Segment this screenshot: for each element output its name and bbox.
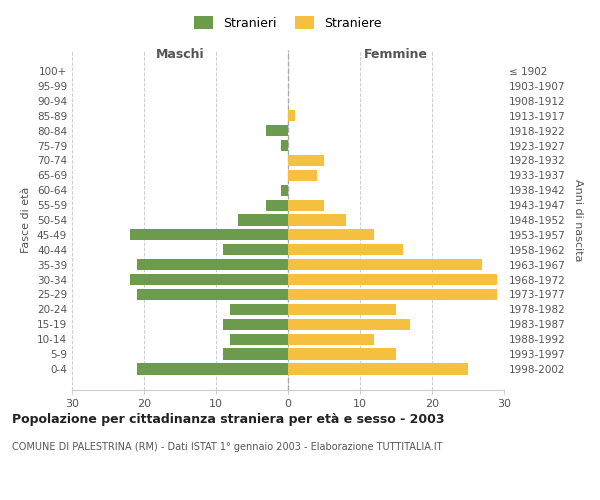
Bar	[288, 230, 374, 240]
Bar	[137, 364, 288, 374]
Bar	[281, 184, 288, 196]
Bar	[288, 170, 317, 181]
Bar	[266, 200, 288, 210]
Bar	[288, 334, 374, 345]
Bar	[137, 259, 288, 270]
Bar	[288, 200, 324, 210]
Bar	[288, 289, 497, 300]
Text: Maschi: Maschi	[155, 48, 205, 60]
Bar	[130, 230, 288, 240]
Text: Popolazione per cittadinanza straniera per età e sesso - 2003: Popolazione per cittadinanza straniera p…	[12, 412, 445, 426]
Bar	[238, 214, 288, 226]
Bar	[288, 259, 482, 270]
Bar	[288, 318, 410, 330]
Bar	[288, 155, 324, 166]
Bar	[223, 348, 288, 360]
Bar	[288, 214, 346, 226]
Bar	[288, 110, 295, 122]
Text: COMUNE DI PALESTRINA (RM) - Dati ISTAT 1° gennaio 2003 - Elaborazione TUTTITALIA: COMUNE DI PALESTRINA (RM) - Dati ISTAT 1…	[12, 442, 443, 452]
Bar	[288, 244, 403, 256]
Bar	[266, 125, 288, 136]
Bar	[230, 304, 288, 315]
Y-axis label: Anni di nascita: Anni di nascita	[572, 179, 583, 261]
Text: Femmine: Femmine	[364, 48, 428, 60]
Bar	[230, 334, 288, 345]
Bar	[130, 274, 288, 285]
Y-axis label: Fasce di età: Fasce di età	[22, 187, 31, 253]
Legend: Stranieri, Straniere: Stranieri, Straniere	[190, 11, 386, 35]
Bar	[288, 348, 396, 360]
Bar	[223, 244, 288, 256]
Bar	[288, 364, 468, 374]
Bar	[288, 274, 497, 285]
Bar	[137, 289, 288, 300]
Bar	[223, 318, 288, 330]
Bar	[281, 140, 288, 151]
Bar	[288, 304, 396, 315]
